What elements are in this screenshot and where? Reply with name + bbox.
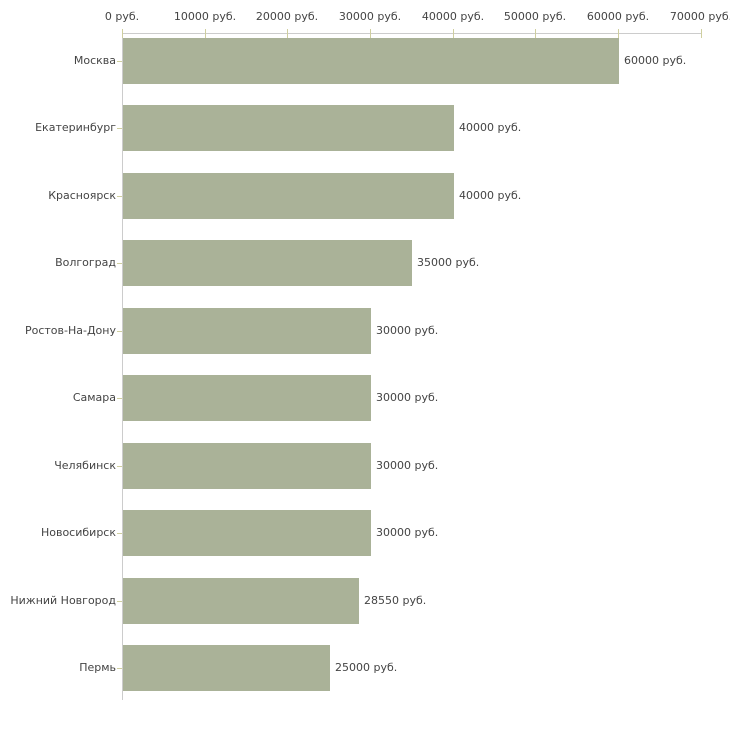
x-tick-label: 30000 руб. bbox=[338, 10, 402, 23]
category-label: Екатеринбург bbox=[35, 121, 116, 134]
bar bbox=[123, 38, 619, 84]
value-label: 35000 руб. bbox=[417, 256, 480, 269]
value-label: 30000 руб. bbox=[376, 324, 439, 337]
value-label: 30000 руб. bbox=[376, 459, 439, 472]
category-label: Москва bbox=[73, 54, 116, 67]
value-label: 30000 руб. bbox=[376, 391, 439, 404]
category-label: Челябинск bbox=[54, 459, 116, 472]
x-tick-mark bbox=[453, 29, 454, 38]
x-tick-mark bbox=[205, 29, 206, 38]
y-tick-mark bbox=[117, 533, 122, 534]
bar bbox=[123, 645, 330, 691]
x-tick-mark bbox=[370, 29, 371, 38]
y-tick-mark bbox=[117, 668, 122, 669]
x-tick-label: 10000 руб. bbox=[173, 10, 237, 23]
y-tick-mark bbox=[117, 263, 122, 264]
bar bbox=[123, 510, 371, 556]
category-label: Ростов-На-Дону bbox=[24, 324, 116, 337]
value-label: 60000 руб. bbox=[624, 54, 687, 67]
x-tick-mark bbox=[287, 29, 288, 38]
category-label: Волгоград bbox=[55, 256, 116, 269]
y-tick-mark bbox=[117, 398, 122, 399]
x-tick-label: 60000 руб. bbox=[586, 10, 650, 23]
value-label: 40000 руб. bbox=[459, 121, 522, 134]
y-tick-mark bbox=[117, 196, 122, 197]
bar bbox=[123, 443, 371, 489]
category-label: Новосибирск bbox=[40, 526, 116, 539]
bar bbox=[123, 105, 454, 151]
x-tick-mark bbox=[535, 29, 536, 38]
category-label: Пермь bbox=[79, 661, 116, 674]
category-label: Красноярск bbox=[48, 189, 116, 202]
y-tick-mark bbox=[117, 601, 122, 602]
bar bbox=[123, 173, 454, 219]
x-tick-mark bbox=[701, 29, 702, 38]
y-tick-mark bbox=[117, 466, 122, 467]
bar bbox=[123, 578, 359, 624]
bar bbox=[123, 240, 412, 286]
x-tick-label: 20000 руб. bbox=[255, 10, 319, 23]
y-tick-mark bbox=[117, 61, 122, 62]
bar bbox=[123, 308, 371, 354]
value-label: 28550 руб. bbox=[364, 594, 427, 607]
x-tick-label: 50000 руб. bbox=[503, 10, 567, 23]
x-tick-label: 40000 руб. bbox=[421, 10, 485, 23]
category-label: Нижний Новгород bbox=[10, 594, 116, 607]
value-label: 25000 руб. bbox=[335, 661, 398, 674]
x-tick-mark bbox=[618, 29, 619, 38]
y-axis-line bbox=[122, 29, 123, 700]
bar bbox=[123, 375, 371, 421]
x-tick-label: 70000 руб. bbox=[669, 10, 730, 23]
category-label: Самара bbox=[72, 391, 116, 404]
value-label: 40000 руб. bbox=[459, 189, 522, 202]
x-tick-mark bbox=[122, 29, 123, 38]
y-tick-mark bbox=[117, 331, 122, 332]
x-tick-label: 0 руб. bbox=[104, 10, 140, 23]
x-axis-line bbox=[122, 33, 701, 34]
y-tick-mark bbox=[117, 128, 122, 129]
value-label: 30000 руб. bbox=[376, 526, 439, 539]
